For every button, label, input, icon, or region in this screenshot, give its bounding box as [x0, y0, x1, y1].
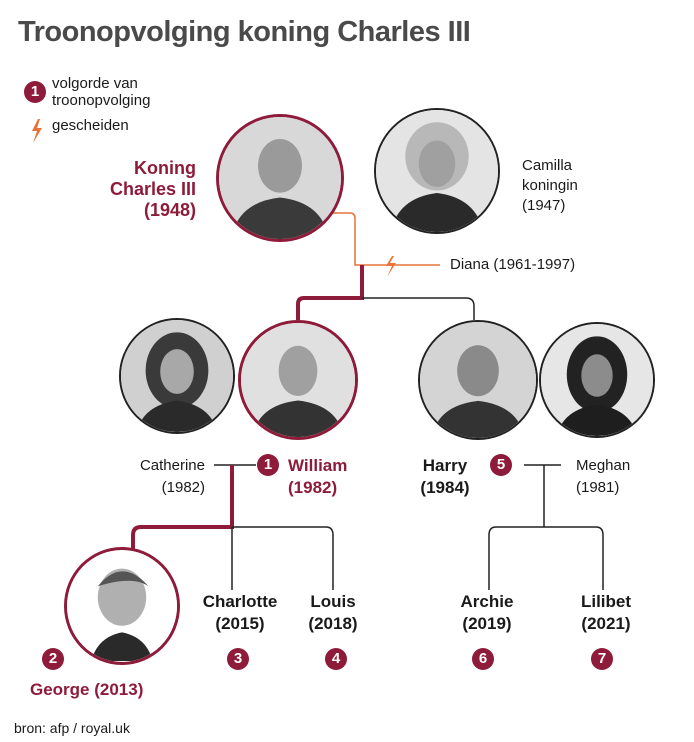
louis-name: Louis	[310, 592, 356, 611]
harry-name: Harry	[422, 456, 468, 475]
archie-year: (2019)	[462, 614, 512, 633]
rank-badge-louis: 4	[325, 648, 347, 670]
charlotte-name: Charlotte	[202, 592, 278, 611]
harry-label: Harry (1984)	[410, 455, 480, 499]
photo-catherine	[119, 318, 235, 434]
charlotte-year: (2015)	[215, 614, 265, 633]
lilibet-label: Lilibet (2021)	[566, 591, 646, 635]
catherine-year: (1982)	[161, 479, 205, 496]
legend-divorced-label: gescheiden	[52, 117, 129, 134]
catherine-name: Catherine	[139, 457, 205, 474]
diana-label: Diana (1961-1997)	[450, 256, 576, 273]
camilla-name: Camilla	[522, 157, 573, 174]
photo-charles	[216, 114, 344, 242]
rank-badge-harry: 5	[490, 454, 512, 476]
harry-year: (1984)	[420, 478, 470, 497]
meghan-label: Meghan (1981)	[576, 455, 630, 499]
william-year: (1982)	[288, 478, 338, 497]
lilibet-year: (2021)	[581, 614, 631, 633]
charles-title: Koning	[134, 158, 196, 178]
george-label: George (2013)	[30, 680, 144, 699]
louis-year: (2018)	[308, 614, 358, 633]
line-charlotte-louis	[231, 526, 334, 590]
archie-label: Archie (2019)	[447, 591, 527, 635]
charlotte-label: Charlotte (2015)	[190, 591, 290, 635]
lilibet-name: Lilibet	[580, 592, 632, 611]
legend-badge: 1	[24, 81, 46, 103]
photo-camilla	[374, 108, 500, 234]
rank-badge-archie: 6	[472, 648, 494, 670]
william-name: William	[288, 456, 348, 475]
william-label: William (1982)	[288, 455, 347, 499]
rank-badge-william: 1	[257, 454, 279, 476]
meghan-name: Meghan	[576, 457, 631, 474]
succession-line-george	[131, 465, 234, 552]
rank-badge-lilibet: 7	[591, 648, 613, 670]
divorce-line	[318, 212, 440, 266]
photo-william	[238, 320, 358, 440]
legend-order-label: volgorde van troonopvolging	[52, 75, 151, 109]
line-harry	[362, 297, 475, 320]
page-title: Troonopvolging koning Charles III	[18, 16, 471, 48]
meghan-year: (1981)	[576, 479, 620, 496]
archie-name: Archie	[460, 592, 514, 611]
camilla-label: Camilla koningin (1947)	[522, 156, 578, 216]
divorce-bolt-icon	[386, 256, 396, 277]
catherine-label: Catherine (1982)	[80, 455, 205, 499]
charles-year: (1948)	[143, 200, 196, 220]
louis-label: Louis (2018)	[293, 591, 373, 635]
charles-label: Koning Charles III (1948)	[60, 158, 196, 221]
photo-meghan	[539, 322, 655, 438]
charles-name: Charles III	[109, 179, 196, 199]
photo-harry	[418, 320, 538, 440]
succession-line-william	[296, 265, 364, 320]
photo-george	[64, 547, 180, 665]
lightning-bolt-icon	[32, 119, 42, 143]
camilla-year: (1947)	[522, 197, 566, 214]
rank-badge-george: 2	[42, 648, 64, 670]
source-credit: bron: afp / royal.uk	[14, 720, 130, 736]
line-harry-meghan	[488, 464, 604, 590]
camilla-title: koningin	[522, 177, 578, 194]
rank-badge-charlotte: 3	[227, 648, 249, 670]
